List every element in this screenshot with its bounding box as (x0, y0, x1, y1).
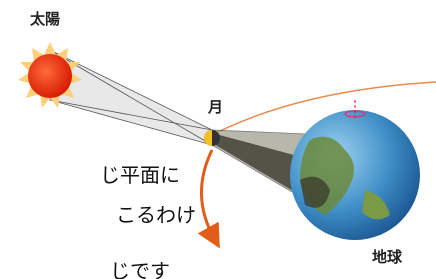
eclipse-diagram: 太陽 地球 月 じ平面に こるわけ じです (0, 0, 436, 279)
orbit-arrow (201, 150, 214, 238)
sun (28, 54, 72, 98)
sun-label: 太陽 (30, 10, 60, 28)
earth-label: 地球 (372, 248, 403, 266)
moon-label: 月 (207, 98, 223, 116)
text-line: こるわけ (116, 203, 196, 227)
text-line: じ平面に (100, 163, 180, 187)
text-line: じです (110, 259, 170, 279)
